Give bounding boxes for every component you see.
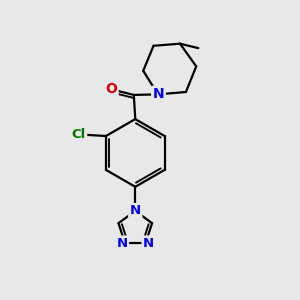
- Text: N: N: [130, 204, 141, 218]
- Text: N: N: [116, 237, 128, 250]
- Text: N: N: [143, 237, 154, 250]
- Text: N: N: [153, 87, 164, 101]
- Text: Cl: Cl: [71, 128, 86, 141]
- Text: O: O: [105, 82, 117, 96]
